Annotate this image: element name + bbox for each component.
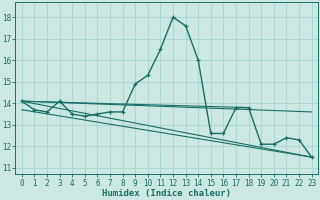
X-axis label: Humidex (Indice chaleur): Humidex (Indice chaleur) bbox=[102, 189, 231, 198]
